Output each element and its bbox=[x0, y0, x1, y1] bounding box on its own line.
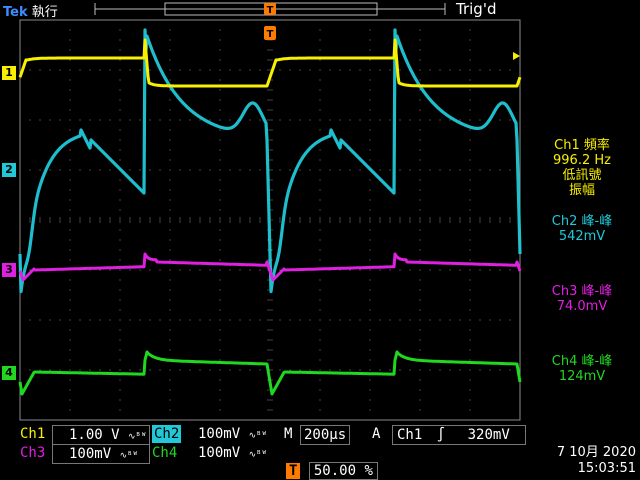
measurement-ch3-pk-pk: Ch3 峰-峰 74.0mV bbox=[526, 284, 638, 314]
ch4-ground-marker[interactable]: 4 bbox=[2, 366, 16, 380]
measurement-ch1-frequency: Ch1 頻率 996.2 Hz 低訊號 振幅 bbox=[526, 138, 638, 198]
ch3-scale-readout[interactable]: 100mV ∿ᴮᵂ bbox=[52, 444, 150, 464]
trigger-position-marker: T T bbox=[264, 3, 276, 40]
measurement-warning: 振幅 bbox=[568, 183, 595, 198]
measurement-value: 74.0mV bbox=[556, 299, 608, 314]
measurement-ch2-pk-pk: Ch2 峰-峰 542mV bbox=[526, 214, 638, 244]
ch3-waveform bbox=[18, 252, 522, 282]
ch1-waveform bbox=[18, 38, 522, 88]
trigger-readout[interactable]: Ch1 ∫ 320mV bbox=[392, 425, 526, 445]
bandwidth-limit-icon: ∿ᴮᵂ bbox=[128, 432, 147, 442]
timebase-readout[interactable]: 200μs bbox=[300, 425, 351, 445]
measurement-label: Ch1 頻率 bbox=[554, 138, 610, 153]
ch1-ground-marker[interactable]: 1 bbox=[2, 66, 16, 80]
ch3-scale: 100mV bbox=[69, 446, 112, 462]
svg-text:T: T bbox=[267, 5, 274, 16]
ch2-waveform bbox=[18, 28, 522, 294]
trigger-position-readout[interactable]: T 50.00 % bbox=[286, 462, 378, 480]
date: 7 10月 2020 bbox=[556, 445, 636, 460]
brand-and-run-state: Tek 執行 bbox=[3, 1, 58, 20]
measurement-label: Ch3 峰-峰 bbox=[551, 284, 613, 299]
tek-logo: Tek bbox=[3, 5, 28, 20]
acquisition-run-state: 執行 bbox=[31, 5, 58, 20]
ch2-scale-readout[interactable]: 100mV ∿ᴮᵂ bbox=[198, 425, 267, 443]
timebase-label: M bbox=[284, 426, 293, 442]
measurement-value: 124mV bbox=[558, 369, 606, 384]
time: 15:03:51 bbox=[577, 461, 636, 476]
trigger-source: Ch1 bbox=[397, 427, 423, 443]
ch4-scale-readout[interactable]: 100mV ∿ᴮᵂ bbox=[198, 444, 267, 462]
trigger-mode: A bbox=[372, 426, 381, 442]
bandwidth-limit-icon: ∿ᴮᵂ bbox=[119, 451, 138, 461]
ch1-scale-readout[interactable]: 1.00 V ∿ᴮᵂ bbox=[52, 425, 150, 445]
bottom-readout-bar: Ch1 1.00 V ∿ᴮᵂ Ch2 100mV ∿ᴮᵂ M 200μs A C… bbox=[0, 420, 640, 480]
ch3-label[interactable]: Ch3 bbox=[20, 445, 46, 461]
ch2-ground-marker[interactable]: 2 bbox=[2, 163, 16, 177]
ch2-scale: 100mV bbox=[198, 426, 241, 442]
measurement-value: 996.2 Hz bbox=[553, 153, 611, 168]
ch1-scale: 1.00 V bbox=[69, 427, 120, 443]
measurement-label: Ch2 峰-峰 bbox=[551, 214, 613, 229]
measurement-ch4-pk-pk: Ch4 峰-峰 124mV bbox=[526, 354, 638, 384]
top-status-bar: Tek 執行 Trig'd bbox=[0, 0, 640, 20]
ch3-ground-marker[interactable]: 3 bbox=[2, 263, 16, 277]
ch4-waveform bbox=[18, 350, 522, 396]
trigger-position-icon: T bbox=[286, 463, 301, 479]
svg-text:T: T bbox=[267, 29, 274, 40]
ch1-label[interactable]: Ch1 bbox=[20, 426, 46, 442]
bandwidth-limit-icon: ∿ᴮᵂ bbox=[248, 431, 267, 441]
measurement-label: Ch4 峰-峰 bbox=[551, 354, 613, 369]
ch4-scale: 100mV bbox=[198, 445, 241, 461]
ch4-label[interactable]: Ch4 bbox=[152, 445, 178, 461]
bandwidth-limit-icon: ∿ᴮᵂ bbox=[248, 450, 267, 460]
measurement-panel: Ch1 頻率 996.2 Hz 低訊號 振幅 Ch2 峰-峰 542mV Ch3… bbox=[526, 138, 638, 384]
trigger-position: 50.00 % bbox=[308, 462, 378, 480]
trigger-level: 320mV bbox=[467, 427, 510, 443]
measurement-warning: 低訊號 bbox=[562, 168, 602, 183]
trigger-level-marker bbox=[513, 52, 520, 60]
trigger-status: Trig'd bbox=[456, 0, 497, 18]
rising-edge-icon: ∫ bbox=[436, 427, 446, 443]
measurement-value: 542mV bbox=[558, 229, 606, 244]
ch2-label[interactable]: Ch2 bbox=[152, 425, 182, 443]
date-time: 7 10月 2020 15:03:51 bbox=[528, 445, 636, 477]
